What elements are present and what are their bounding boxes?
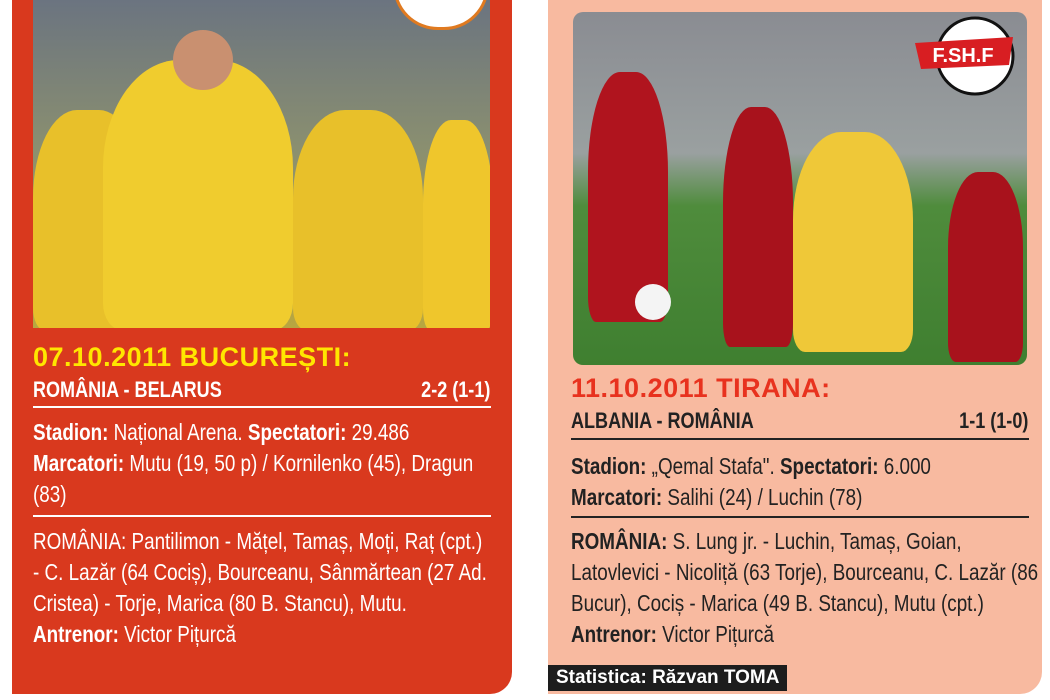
lineup: ROMÂNIA: Pantilimon - Mățel, Tamaș, Moți…: [33, 526, 492, 650]
match-details: Stadion: „Qemal Stafa". Spectatori: 6.00…: [571, 451, 1030, 513]
divider: [33, 515, 491, 517]
lineup-label: ROMÂNIA:: [571, 528, 668, 554]
match-photo-romania-players: [33, 0, 490, 328]
scorers-label: Marcatori:: [571, 484, 663, 510]
spectators-value: 6.000: [878, 453, 931, 479]
svg-text:F.SH.F: F.SH.F: [932, 45, 993, 67]
scorers-label: Marcatori:: [33, 450, 125, 476]
coach-value: Victor Pițurcă: [656, 621, 774, 647]
lineup-text: S. Lung jr. - Luchin, Tamaș, Goian, Lato…: [571, 528, 1039, 616]
divider: [571, 438, 1029, 440]
divider: [571, 516, 1029, 518]
stadium-value: „Qemal Stafa".: [646, 453, 780, 479]
lineup-text: ROMÂNIA: Pantilimon - Mățel, Tamaș, Moți…: [33, 528, 487, 616]
spectators-label: Spectatori:: [779, 453, 879, 479]
coach-value: Victor Pițurcă: [118, 621, 236, 647]
match-date-city: 11.10.2011 TIRANA:: [571, 373, 831, 403]
scorers-value: Salihi (24) / Luchin (78): [662, 484, 863, 510]
match-details: Stadion: Național Arena. Spectatori: 29.…: [33, 417, 492, 510]
spectators-value: 29.486: [346, 419, 410, 445]
match-card-romania-belarus: 07.10.2011 BUCUREȘTI: ROMÂNIA - BELARUS …: [12, 0, 512, 694]
stadium-label: Stadion:: [571, 453, 647, 479]
stadium-label: Stadion:: [33, 419, 109, 445]
match-score: 2-2 (1-1): [420, 377, 490, 402]
match-card-albania-romania: F.SH.F 11.10.2011 TIRANA: ALBANIA - ROMÂ…: [548, 0, 1042, 694]
coach-label: Antrenor:: [33, 621, 119, 647]
match-teams: ROMÂNIA - BELARUS: [33, 377, 222, 402]
match-date-city: 07.10.2011 BUCUREȘTI:: [33, 342, 352, 372]
match-score: 1-1 (1-0): [958, 408, 1028, 433]
match-teams: ALBANIA - ROMÂNIA: [571, 408, 754, 433]
coach-label: Antrenor:: [571, 621, 657, 647]
lineup: ROMÂNIA: S. Lung jr. - Luchin, Tamaș, Go…: [571, 526, 1038, 650]
match-photo-albania-romania: F.SH.F: [573, 12, 1027, 365]
divider: [33, 406, 491, 408]
scorers-value: Mutu (19, 50 p) / Kornilenko (45), Dragu…: [33, 450, 474, 507]
fshf-logo: F.SH.F: [913, 15, 1021, 97]
statistics-credit: Statistica: Răzvan TOMA: [548, 665, 788, 691]
spectators-label: Spectatori:: [247, 419, 347, 445]
stadium-value: Național Arena.: [108, 419, 248, 445]
frf-logo: [393, 0, 489, 30]
